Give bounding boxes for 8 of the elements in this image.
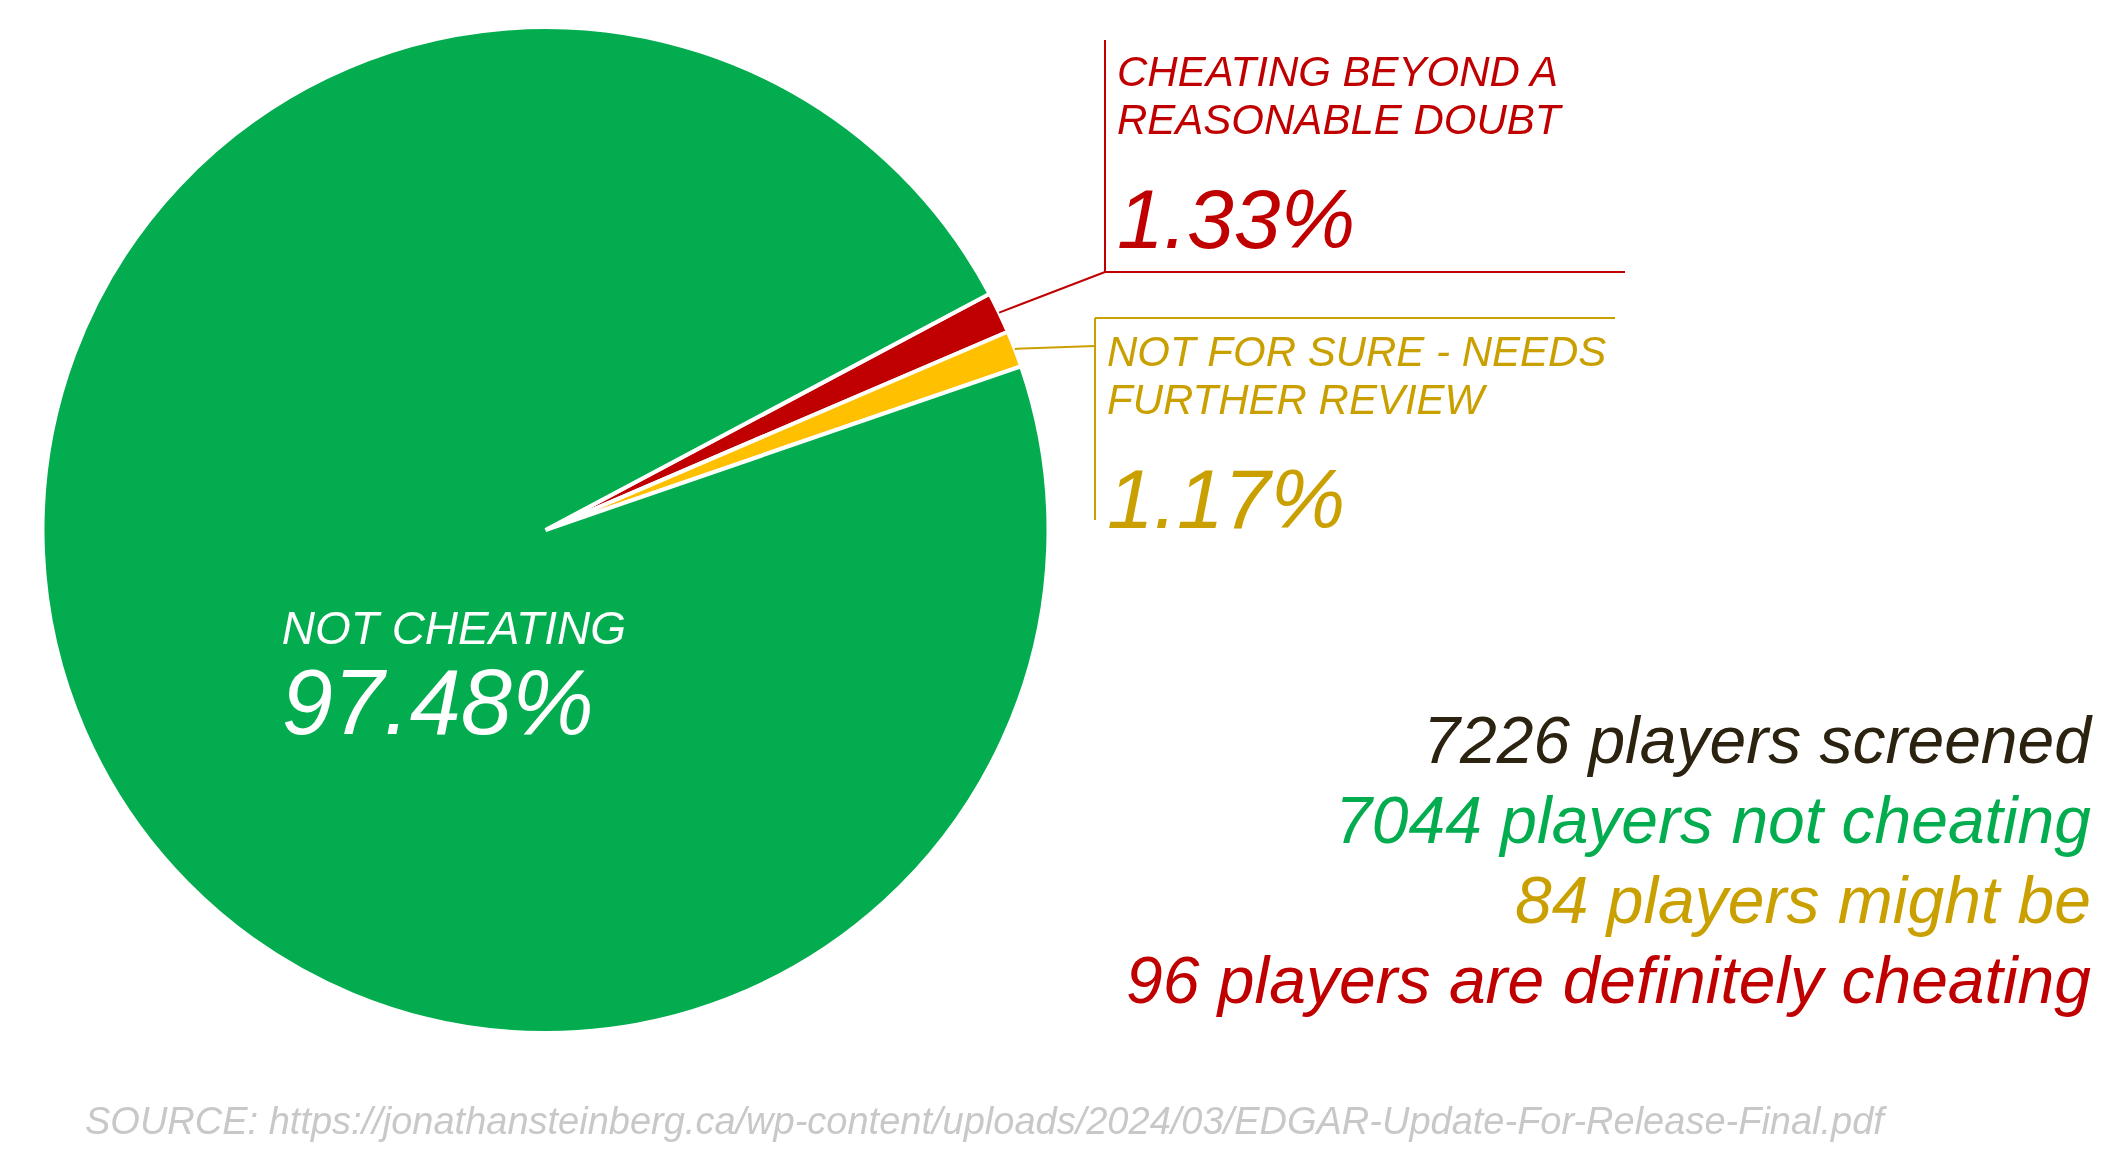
text: 96 players are definitely cheating: [1126, 942, 2091, 1019]
data-label: 1.17%: [1107, 452, 1346, 546]
text: 7226 players screened: [1422, 702, 2091, 779]
text: 7044 players not cheating: [1334, 782, 2091, 859]
data-label: 1.33%: [1117, 172, 1356, 266]
text: 84 players might be: [1514, 862, 2091, 939]
slice-label: CHEATING BEYOND A REASONABLE DOUBT: [1117, 48, 1564, 143]
slice-label: NOT FOR SURE - NEEDS FURTHER REVIEW: [1107, 328, 1607, 423]
